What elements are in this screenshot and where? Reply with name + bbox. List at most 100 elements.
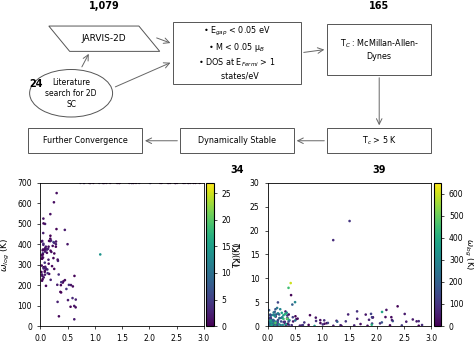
Point: [284, 317, 292, 322]
Point: [418, 322, 426, 328]
Point: [273, 322, 281, 328]
Point: [362, 312, 370, 317]
Point: [415, 318, 422, 324]
Point: [283, 315, 291, 321]
Point: [42, 248, 49, 254]
Point: [267, 318, 274, 323]
Point: [323, 321, 330, 326]
Point: [365, 317, 373, 323]
Point: [274, 311, 282, 316]
Point: [86, 180, 94, 186]
Point: [41, 265, 48, 270]
Point: [282, 322, 290, 327]
Bar: [28, 128, 142, 154]
Point: [47, 238, 55, 243]
Text: Further Convergence: Further Convergence: [43, 136, 128, 145]
Point: [382, 314, 389, 320]
Point: [128, 180, 135, 186]
Point: [306, 313, 314, 318]
Point: [337, 323, 344, 328]
Point: [172, 180, 179, 186]
Point: [282, 323, 290, 328]
Text: • E$_{gap}$ < 0.05 eV
• M < 0.05 μ$_B$
• DOS at E$_{Fermi}$ > 1
  states/eV: • E$_{gap}$ < 0.05 eV • M < 0.05 μ$_B$ •…: [198, 25, 276, 80]
Point: [114, 180, 122, 186]
Point: [50, 239, 57, 245]
Point: [283, 316, 291, 322]
Point: [267, 322, 275, 328]
Point: [266, 312, 274, 318]
Point: [415, 323, 422, 328]
Point: [267, 318, 274, 324]
Point: [353, 309, 361, 314]
Y-axis label: T$_c$ (K): T$_c$ (K): [228, 242, 241, 267]
Point: [41, 272, 49, 277]
Point: [146, 180, 154, 186]
Point: [277, 319, 285, 324]
Point: [268, 318, 275, 323]
Point: [270, 322, 278, 327]
Point: [369, 315, 376, 320]
Point: [60, 278, 67, 284]
Point: [267, 315, 274, 321]
Point: [43, 250, 51, 256]
Point: [186, 180, 194, 186]
Point: [292, 316, 300, 322]
Point: [285, 322, 293, 327]
Point: [350, 323, 358, 328]
Point: [46, 233, 54, 238]
Point: [44, 270, 52, 276]
Point: [272, 319, 280, 324]
Point: [388, 317, 396, 323]
Point: [275, 312, 283, 317]
Point: [59, 280, 66, 285]
Point: [281, 312, 289, 317]
Bar: [327, 24, 431, 75]
Point: [272, 320, 279, 326]
Point: [45, 238, 53, 244]
Point: [180, 180, 187, 186]
Point: [369, 315, 377, 320]
Point: [50, 255, 57, 261]
Point: [265, 323, 273, 328]
Point: [42, 283, 50, 289]
Point: [39, 230, 47, 236]
Point: [329, 237, 337, 243]
Point: [71, 273, 78, 279]
Point: [276, 306, 284, 312]
Point: [39, 250, 46, 256]
Point: [267, 312, 274, 318]
Point: [196, 180, 203, 186]
Y-axis label: $\omega_{log}$ (K): $\omega_{log}$ (K): [0, 237, 12, 272]
Text: Dynamically Stable: Dynamically Stable: [198, 136, 276, 145]
Point: [46, 211, 54, 217]
Point: [41, 260, 48, 265]
Point: [284, 321, 292, 327]
Point: [57, 282, 64, 288]
Point: [273, 305, 281, 311]
Point: [280, 319, 287, 325]
Point: [272, 314, 280, 319]
Point: [40, 247, 48, 253]
Point: [38, 272, 46, 278]
Point: [38, 239, 46, 244]
Point: [64, 241, 71, 247]
Point: [54, 299, 62, 305]
Point: [277, 322, 284, 328]
Point: [346, 218, 353, 224]
Point: [185, 180, 192, 186]
Point: [368, 315, 376, 320]
Point: [270, 312, 277, 318]
Text: 39: 39: [373, 165, 386, 175]
Point: [50, 240, 58, 246]
Point: [64, 297, 72, 303]
Point: [334, 319, 341, 325]
Point: [265, 322, 273, 328]
Point: [269, 323, 276, 329]
Point: [41, 221, 49, 227]
Bar: [180, 128, 294, 154]
Point: [268, 320, 275, 325]
Point: [39, 255, 47, 260]
Point: [40, 266, 47, 271]
Point: [269, 323, 277, 328]
Point: [90, 180, 97, 186]
